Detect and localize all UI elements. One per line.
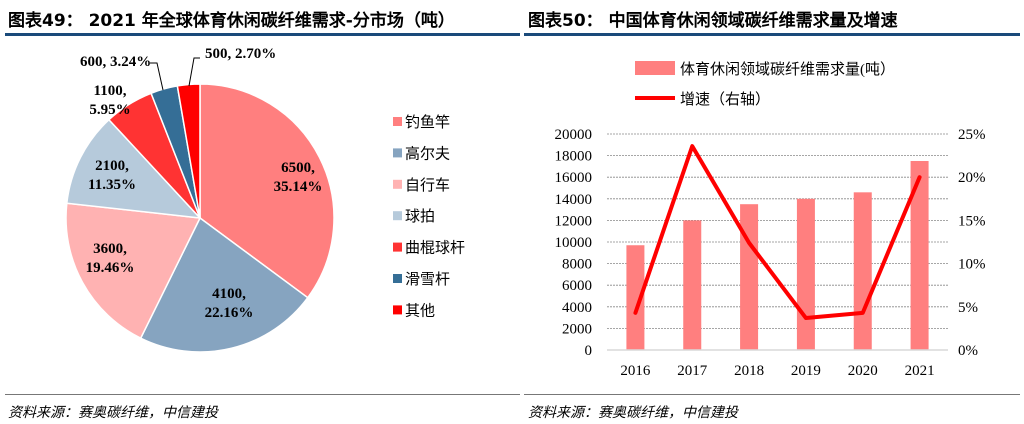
legend-label-5: 滑雪杆	[405, 271, 450, 288]
x-tick-2016: 2016	[620, 363, 651, 379]
right-title-rule	[524, 33, 1020, 36]
legend-bar-swatch	[635, 61, 675, 75]
bar-2021	[910, 161, 929, 350]
legend-swatch-0	[393, 117, 402, 126]
legend-label-3: 球拍	[405, 208, 435, 225]
y-left-tick-2: 4000	[562, 300, 592, 316]
y-right-tick-4: 20%	[958, 170, 986, 186]
bar-2019	[796, 198, 815, 350]
pie-label-2: 3600,	[93, 241, 127, 257]
y-right-tick-0: 0%	[958, 343, 978, 359]
legend-bar-label: 体育休闲领域碳纤维需求量(吨）	[680, 61, 895, 78]
y-left-tick-5: 10000	[555, 235, 593, 251]
y-right-tick-2: 10%	[958, 257, 986, 273]
legend-swatch-5	[393, 274, 402, 283]
pie-slice-0	[199, 83, 335, 299]
legend-line-label: 增速（右轴）	[680, 91, 770, 108]
bar-2020	[853, 192, 872, 350]
pie-label-pct-3: 11.35%	[88, 177, 136, 193]
pie-slice-1	[139, 216, 309, 353]
pie-label-pct-0: 35.14%	[274, 179, 323, 195]
leader-line-other	[188, 57, 200, 87]
y-left-tick-1: 2000	[562, 321, 592, 337]
legend-label-4: 曲棍球杆	[405, 240, 465, 257]
legend-label-0: 钓鱼竿	[405, 113, 450, 131]
x-tick-2018: 2018	[734, 363, 764, 379]
legend-swatch-1	[393, 148, 402, 158]
legend-swatch-3	[393, 211, 402, 221]
pie-slice-6	[176, 83, 201, 219]
y-right-tick-3: 15%	[958, 213, 986, 229]
pie-label-1: 4100,	[212, 286, 246, 302]
y-left-tick-3: 6000	[562, 278, 592, 294]
pie-label-pct-4: 5.95%	[89, 102, 130, 118]
pie-label-0: 6500,	[281, 160, 315, 176]
pie-slice-3	[65, 118, 202, 219]
y-right-tick-1: 5%	[958, 300, 978, 316]
pie-label-pct-1: 22.16%	[205, 305, 254, 321]
right-chart-title: 图表50： 中国体育休闲领域碳纤维需求量及增速	[528, 11, 898, 31]
x-tick-2020: 2020	[848, 363, 878, 379]
pie-label-3: 2100,	[95, 158, 129, 174]
legend-label-1: 高尔夫	[405, 145, 450, 162]
legend-label-2: 自行车	[405, 177, 450, 194]
right-source: 资料来源：赛奥碳纤维，中信建投	[528, 405, 738, 421]
legend-swatch-4	[393, 242, 402, 252]
pie-label-5: 600, 3.24%	[80, 54, 151, 70]
x-tick-2019: 2019	[791, 363, 821, 379]
pie-label-4: 1100,	[94, 83, 127, 99]
legend-swatch-2	[393, 179, 402, 189]
y-left-tick-8: 16000	[555, 170, 593, 186]
bar-2016	[626, 245, 645, 350]
left-title-rule	[5, 33, 520, 36]
pie-slice-2	[65, 202, 202, 340]
x-tick-2017: 2017	[677, 363, 708, 379]
pie-label-6: 500, 2.70%	[205, 46, 276, 62]
legend-label-6: 其他	[405, 302, 435, 319]
legend-swatch-6	[393, 305, 402, 315]
left-source: 资料来源：赛奥碳纤维，中信建投	[8, 405, 218, 421]
pie-label-pct-2: 19.46%	[86, 260, 135, 276]
right-source-rule	[524, 394, 1020, 395]
y-right-tick-5: 25%	[958, 127, 986, 143]
y-left-tick-7: 14000	[555, 192, 593, 208]
y-left-tick-0: 0	[585, 343, 593, 359]
left-source-rule	[5, 394, 520, 395]
y-left-tick-4: 8000	[562, 257, 592, 273]
y-left-tick-10: 20000	[555, 127, 593, 143]
leader-line-ski	[150, 62, 164, 91]
bar-2017	[683, 220, 702, 350]
y-left-tick-9: 18000	[555, 149, 593, 165]
bar-2018	[740, 204, 759, 350]
left-chart-title: 图表49： 2021 年全球体育休闲碳纤维需求-分市场（吨）	[8, 11, 455, 31]
x-tick-2021: 2021	[905, 363, 935, 379]
growth-line	[633, 144, 922, 321]
y-left-tick-6: 12000	[555, 213, 593, 229]
